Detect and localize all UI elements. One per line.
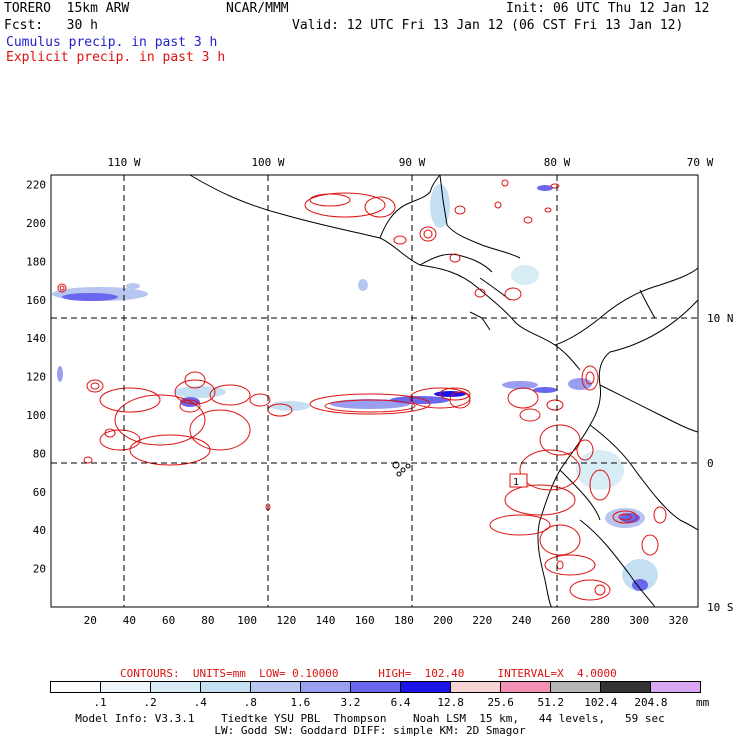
- legend-label: 12.8: [437, 696, 464, 709]
- valid-time: Valid: 12 UTC Fri 13 Jan 12 (06 CST Fri …: [292, 18, 684, 33]
- lon-label: 80 W: [544, 156, 571, 169]
- model-info-line2: LW: Godd SW: Goddard DIFF: simple KM: 2D…: [214, 724, 526, 737]
- lon-label: 100 W: [251, 156, 284, 169]
- legend-label: .2: [143, 696, 157, 709]
- x-tick-label: 280: [590, 614, 610, 627]
- lat-label: 10 S: [707, 601, 734, 614]
- legend-swatch: [51, 682, 101, 692]
- contour-label: 1: [513, 477, 519, 488]
- y-tick-label: 100: [26, 409, 46, 422]
- x-tick-label: 160: [355, 614, 375, 627]
- legend-label: 6.4: [390, 696, 411, 709]
- x-tick-label: 300: [629, 614, 649, 627]
- x-tick-label: 140: [316, 614, 336, 627]
- y-tick-label: 20: [33, 563, 46, 576]
- organization: NCAR/MMM: [226, 1, 289, 16]
- legend-label: 204.8: [634, 696, 668, 709]
- y-tick-label: 200: [26, 217, 46, 230]
- lon-label: 110 W: [107, 156, 140, 169]
- x-tick-label: 40: [123, 614, 136, 627]
- x-tick-label: 200: [433, 614, 453, 627]
- contour-label-box: [509, 473, 528, 488]
- lon-label: 70 W: [687, 156, 714, 169]
- forecast-hour: Fcst: 30 h: [4, 18, 98, 33]
- galapagos-islands: [392, 461, 411, 477]
- model-info-line1: Model Info: V3.3.1 Tiedtke YSU PBL Thomp…: [75, 712, 665, 725]
- legend-swatch: [601, 682, 651, 692]
- x-grid-ticks: 20 40 60 80 100 120 140 160 180 200 220 240 260 280 30…: [84, 614, 689, 627]
- contours-info: CONTOURS: UNITS=mm LOW= 0.10000 HIGH= 10…: [120, 667, 617, 680]
- legend-swatch: [401, 682, 451, 692]
- map-frame: [50, 174, 699, 608]
- legend-swatch: [501, 682, 551, 692]
- legend-label: 3.2: [340, 696, 361, 709]
- field-explicit-label: Explicit precip. in past 3 h: [6, 50, 226, 65]
- x-tick-label: 80: [201, 614, 214, 627]
- model-name: TORERO 15km ARW: [4, 1, 130, 16]
- legend-swatch: [151, 682, 201, 692]
- x-tick-label: 100: [237, 614, 257, 627]
- legend-swatch: [251, 682, 301, 692]
- legend-label: 1.6: [290, 696, 311, 709]
- y-tick-label: 160: [26, 294, 46, 307]
- legend-swatch: [651, 682, 700, 692]
- legend-swatch: [451, 682, 501, 692]
- legend-unit: mm: [696, 696, 710, 709]
- x-tick-label: 180: [394, 614, 414, 627]
- field-cumulus-label: Cumulus precip. in past 3 h: [6, 35, 218, 50]
- init-time: Init: 06 UTC Thu 12 Jan 12: [506, 1, 710, 16]
- longitude-labels: 110 W 100 W 90 W 80 W 70 W: [107, 156, 713, 169]
- legend-label: .4: [193, 696, 207, 709]
- x-tick-label: 240: [512, 614, 532, 627]
- lon-label: 90 W: [399, 156, 426, 169]
- x-tick-label: 320: [668, 614, 688, 627]
- legend-label: .1: [93, 696, 107, 709]
- y-tick-label: 40: [33, 524, 46, 537]
- legend-swatch: [351, 682, 401, 692]
- legend-swatch: [101, 682, 151, 692]
- color-legend: [50, 681, 701, 693]
- y-tick-label: 140: [26, 332, 46, 345]
- legend-label: .8: [243, 696, 257, 709]
- legend-swatch: [551, 682, 601, 692]
- y-tick-label: 120: [26, 371, 46, 384]
- legend-swatch: [201, 682, 251, 692]
- y-tick-label: 60: [33, 486, 46, 499]
- x-tick-label: 60: [162, 614, 175, 627]
- latitude-labels: 10 N 0 10 S: [707, 312, 734, 614]
- lat-label: 0: [707, 457, 714, 470]
- y-tick-label: 180: [26, 255, 46, 268]
- legend-label: 25.6: [487, 696, 514, 709]
- legend-label: 51.2: [537, 696, 565, 709]
- lat-lon-gridlines: [51, 175, 698, 607]
- y-grid-ticks: 20 40 60 80 100 120 140 160 180 200 220: [26, 179, 46, 576]
- legend-swatch: [301, 682, 351, 692]
- x-tick-label: 220: [472, 614, 492, 627]
- x-tick-label: 20: [84, 614, 97, 627]
- y-tick-label: 80: [33, 447, 46, 460]
- y-tick-label: 220: [26, 179, 46, 192]
- legend-label: 102.4: [584, 696, 618, 709]
- x-tick-label: 120: [276, 614, 296, 627]
- lat-label: 10 N: [707, 312, 734, 325]
- x-tick-label: 260: [551, 614, 571, 627]
